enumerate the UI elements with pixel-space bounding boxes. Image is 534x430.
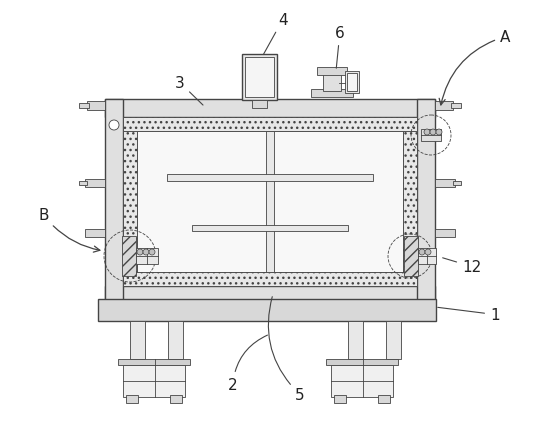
Bar — [403, 132, 417, 272]
Bar — [85, 180, 105, 187]
Bar — [386, 321, 401, 359]
Bar — [79, 181, 87, 186]
Bar — [105, 100, 123, 304]
Bar — [242, 55, 277, 101]
Circle shape — [436, 130, 442, 136]
Bar — [435, 180, 455, 187]
Bar — [331, 365, 393, 397]
Bar — [123, 118, 417, 132]
Bar — [453, 181, 461, 186]
Circle shape — [430, 130, 436, 136]
Bar — [137, 132, 403, 272]
Bar — [130, 321, 145, 359]
Bar — [435, 102, 453, 111]
Circle shape — [143, 249, 149, 255]
Circle shape — [419, 249, 425, 255]
Bar — [123, 365, 185, 397]
Bar — [421, 130, 441, 141]
Text: A: A — [439, 30, 511, 106]
Bar — [451, 104, 461, 109]
Bar — [192, 225, 348, 231]
Bar — [245, 58, 274, 98]
Bar — [417, 100, 435, 304]
Bar — [118, 359, 190, 365]
Bar — [87, 102, 105, 111]
Bar — [123, 132, 137, 272]
Bar — [98, 299, 436, 321]
Bar — [122, 237, 136, 276]
Circle shape — [424, 130, 430, 136]
Text: 12: 12 — [443, 258, 481, 274]
Bar — [378, 395, 390, 403]
Bar — [252, 101, 267, 109]
Bar — [167, 175, 373, 181]
Bar — [418, 249, 436, 264]
Bar — [345, 72, 359, 94]
Text: 6: 6 — [335, 26, 345, 69]
Bar — [404, 237, 418, 276]
Bar — [348, 321, 363, 359]
Bar — [323, 74, 341, 92]
Bar — [311, 90, 353, 98]
Bar — [126, 395, 138, 403]
Bar — [123, 272, 417, 286]
Bar — [168, 321, 183, 359]
Bar — [266, 132, 274, 272]
Bar — [347, 74, 357, 92]
Text: 5: 5 — [269, 297, 304, 402]
Text: 3: 3 — [175, 76, 203, 106]
Bar — [326, 359, 398, 365]
Text: 1: 1 — [438, 307, 500, 322]
Circle shape — [149, 249, 155, 255]
Text: 2: 2 — [228, 335, 268, 392]
Bar — [85, 230, 105, 237]
Bar — [105, 100, 435, 118]
Bar — [334, 395, 346, 403]
Text: B: B — [38, 208, 100, 252]
Bar — [105, 286, 435, 304]
Circle shape — [425, 249, 431, 255]
Bar — [317, 68, 347, 76]
Bar — [79, 104, 89, 109]
Bar — [435, 230, 455, 237]
Text: 4: 4 — [263, 13, 288, 55]
Circle shape — [109, 121, 119, 131]
Bar — [170, 395, 182, 403]
Circle shape — [137, 249, 143, 255]
Bar — [136, 249, 158, 264]
